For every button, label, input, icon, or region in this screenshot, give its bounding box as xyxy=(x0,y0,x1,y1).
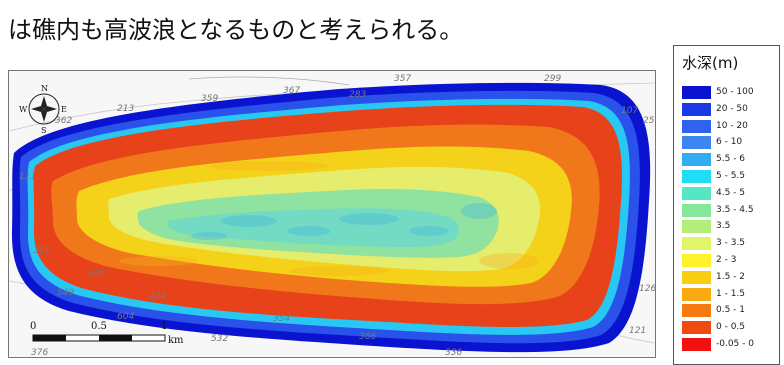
caption-text: は礁内も高波浪となるものと考えられる。 xyxy=(8,16,464,44)
reef-depth-bands xyxy=(11,82,651,353)
compass-ring xyxy=(28,93,60,125)
legend-swatch xyxy=(682,203,711,217)
legend-list: 50 - 100 20 - 50 10 - 20 6 - 10 5.5 - 6 5 - 5… xyxy=(680,84,776,353)
legend-label: 50 - 100 xyxy=(716,87,754,97)
sounding-label: 366 xyxy=(359,332,376,342)
sounding-labels: 213 359 367 357 283 299 107 25 111 362 3… xyxy=(19,74,655,357)
sounding-label: 362 xyxy=(55,116,72,126)
legend-item: 6 - 10 xyxy=(680,134,776,151)
wave-texture xyxy=(191,203,497,240)
sounding-label: 549 xyxy=(57,288,74,298)
legend-swatch xyxy=(682,119,711,133)
sounding-label: 25 xyxy=(643,116,655,126)
sounding-label: 121 xyxy=(629,326,646,336)
legend-item: 5.5 - 6 xyxy=(680,151,776,168)
legend-item: 4.5 - 5 xyxy=(680,185,776,202)
legend-label: 4.5 - 5 xyxy=(716,187,746,198)
legend-swatch xyxy=(682,153,711,167)
legend-label: 0.5 - 1 xyxy=(716,305,746,316)
sounding-label: 354 xyxy=(273,314,290,324)
legend-swatch xyxy=(682,321,711,335)
legend-swatch xyxy=(682,253,711,267)
legend-swatch xyxy=(682,169,711,183)
sounding-label: 381 xyxy=(33,246,50,256)
contour-line xyxy=(188,76,350,86)
legend-item: 10 - 20 xyxy=(680,118,776,135)
depth-band-cyan xyxy=(167,208,459,247)
legend-item: -0.05 - 0 xyxy=(680,336,776,353)
sounding-label: 126 xyxy=(639,284,655,294)
compass-south-label: S xyxy=(41,126,46,135)
bathymetry-map: 213 359 367 357 283 299 107 25 111 362 3… xyxy=(8,70,656,358)
legend-label: 3.5 xyxy=(716,221,731,232)
scale-label-end: 1 xyxy=(161,321,167,332)
legend-item: 3.5 xyxy=(680,218,776,235)
legend-label: 2 - 3 xyxy=(716,254,737,265)
sounding-label: 336 xyxy=(445,348,462,357)
scale-label-mid: 0.5 xyxy=(91,321,107,332)
scale-bar: 0 0.5 1 km xyxy=(30,321,184,346)
legend-label: -0.05 - 0 xyxy=(716,338,754,349)
legend-label: 5.5 - 6 xyxy=(716,154,746,165)
depth-legend: 水深(m) 50 - 100 20 - 50 10 - 20 6 - 10 5.5 - … xyxy=(673,45,780,365)
legend-swatch xyxy=(682,102,711,116)
sounding-label: 420 xyxy=(89,269,106,279)
compass-west-label: W xyxy=(19,105,28,114)
compass-north-label: N xyxy=(41,84,48,93)
legend-item: 50 - 100 xyxy=(680,84,776,101)
legend-item: 2 - 3 xyxy=(680,252,776,269)
map-svg: 213 359 367 357 283 299 107 25 111 362 3… xyxy=(9,74,655,357)
legend-item: 1 - 1.5 xyxy=(680,286,776,303)
legend-swatch xyxy=(682,220,711,234)
sounding-label: 474 xyxy=(149,292,166,302)
legend-item: 3.5 - 4.5 xyxy=(680,202,776,219)
legend-label: 3 - 3.5 xyxy=(716,238,746,249)
legend-item: 3 - 3.5 xyxy=(680,235,776,252)
legend-label: 3.5 - 4.5 xyxy=(716,204,754,215)
compass-east-label: E xyxy=(61,105,67,114)
scale-label-zero: 0 xyxy=(30,321,36,332)
legend-title: 水深(m) xyxy=(682,54,739,72)
sounding-label: 357 xyxy=(394,74,411,84)
legend-swatch xyxy=(682,337,711,351)
sounding-label: 376 xyxy=(31,348,48,357)
sounding-label: 367 xyxy=(283,86,300,96)
sounding-label: 283 xyxy=(349,90,366,100)
legend-swatch xyxy=(682,86,711,99)
compass-rose: N E S W xyxy=(19,84,67,135)
sounding-label: 111 xyxy=(19,172,36,182)
sounding-label: 359 xyxy=(201,94,218,104)
legend-swatch xyxy=(682,304,711,318)
north-arrow-icon xyxy=(41,96,47,109)
sounding-label: 107 xyxy=(621,106,638,116)
wave-texture-warm xyxy=(119,161,539,276)
legend-swatch xyxy=(682,186,711,200)
sounding-label: 299 xyxy=(544,74,561,84)
legend-item: 0.5 - 1 xyxy=(680,302,776,319)
legend-label: 6 - 10 xyxy=(716,137,743,148)
legend-swatch xyxy=(682,237,711,251)
legend-item: 1.5 - 2 xyxy=(680,269,776,286)
legend-label: 1 - 1.5 xyxy=(716,288,746,299)
legend-swatch xyxy=(682,270,711,284)
legend-item: 5 - 5.5 xyxy=(680,168,776,185)
legend-label: 5 - 5.5 xyxy=(716,170,746,181)
legend-label: 1.5 - 2 xyxy=(716,271,746,282)
sounding-label: 532 xyxy=(211,334,228,344)
sounding-label: 604 xyxy=(117,312,134,322)
scale-unit: km xyxy=(168,335,184,346)
legend-swatch xyxy=(682,136,711,150)
legend-item: 20 - 50 xyxy=(680,101,776,118)
legend-item: 0 - 0.5 xyxy=(680,319,776,336)
sounding-label: 213 xyxy=(117,104,134,114)
legend-swatch xyxy=(682,287,711,301)
legend-label: 20 - 50 xyxy=(716,103,748,114)
legend-label: 10 - 20 xyxy=(716,120,748,131)
legend-label: 0 - 0.5 xyxy=(716,322,746,333)
